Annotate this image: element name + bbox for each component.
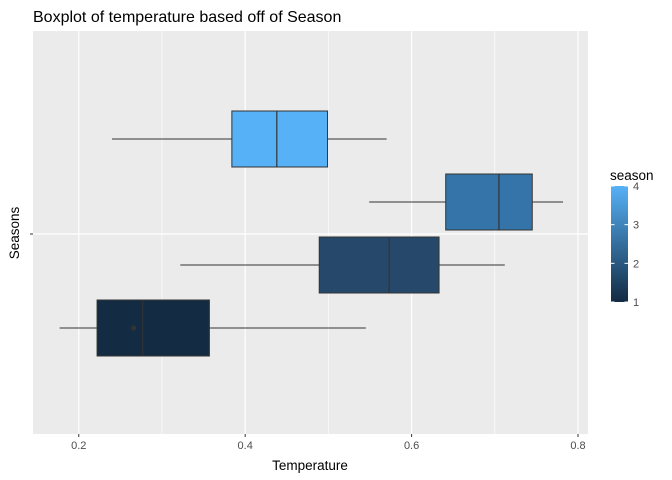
x-tick-label: 0.4	[238, 440, 253, 452]
colorbar-label: 1	[633, 297, 639, 309]
x-tick-label: 0.8	[570, 440, 585, 452]
x-axis: 0.2 0.4 0.6 0.8	[71, 434, 586, 452]
legend: season 1 2 3 4	[610, 168, 654, 309]
x-tick-label: 0.6	[404, 440, 419, 452]
y-axis-title: Seasons	[7, 206, 22, 259]
colorbar-label: 2	[633, 258, 639, 270]
iqr-box	[96, 299, 210, 357]
colorbar	[611, 186, 628, 302]
iqr-box	[231, 110, 329, 168]
legend-title: season	[610, 168, 654, 183]
colorbar-label: 4	[633, 181, 639, 193]
iqr-box	[445, 173, 533, 231]
iqr-box	[318, 236, 440, 294]
box-season-1	[59, 299, 366, 357]
boxes	[59, 110, 564, 357]
colorbar-label: 3	[633, 220, 639, 232]
box-season-3	[369, 173, 564, 231]
x-axis-title: Temperature	[272, 458, 348, 473]
box-season-4	[112, 110, 387, 168]
outlier-point	[131, 325, 137, 331]
chart-title: Boxplot of temperature based off of Seas…	[33, 9, 341, 26]
grid-lines	[33, 31, 588, 434]
box-season-2	[180, 236, 505, 294]
plot-panel	[33, 31, 588, 434]
x-tick-label: 0.2	[71, 440, 86, 452]
